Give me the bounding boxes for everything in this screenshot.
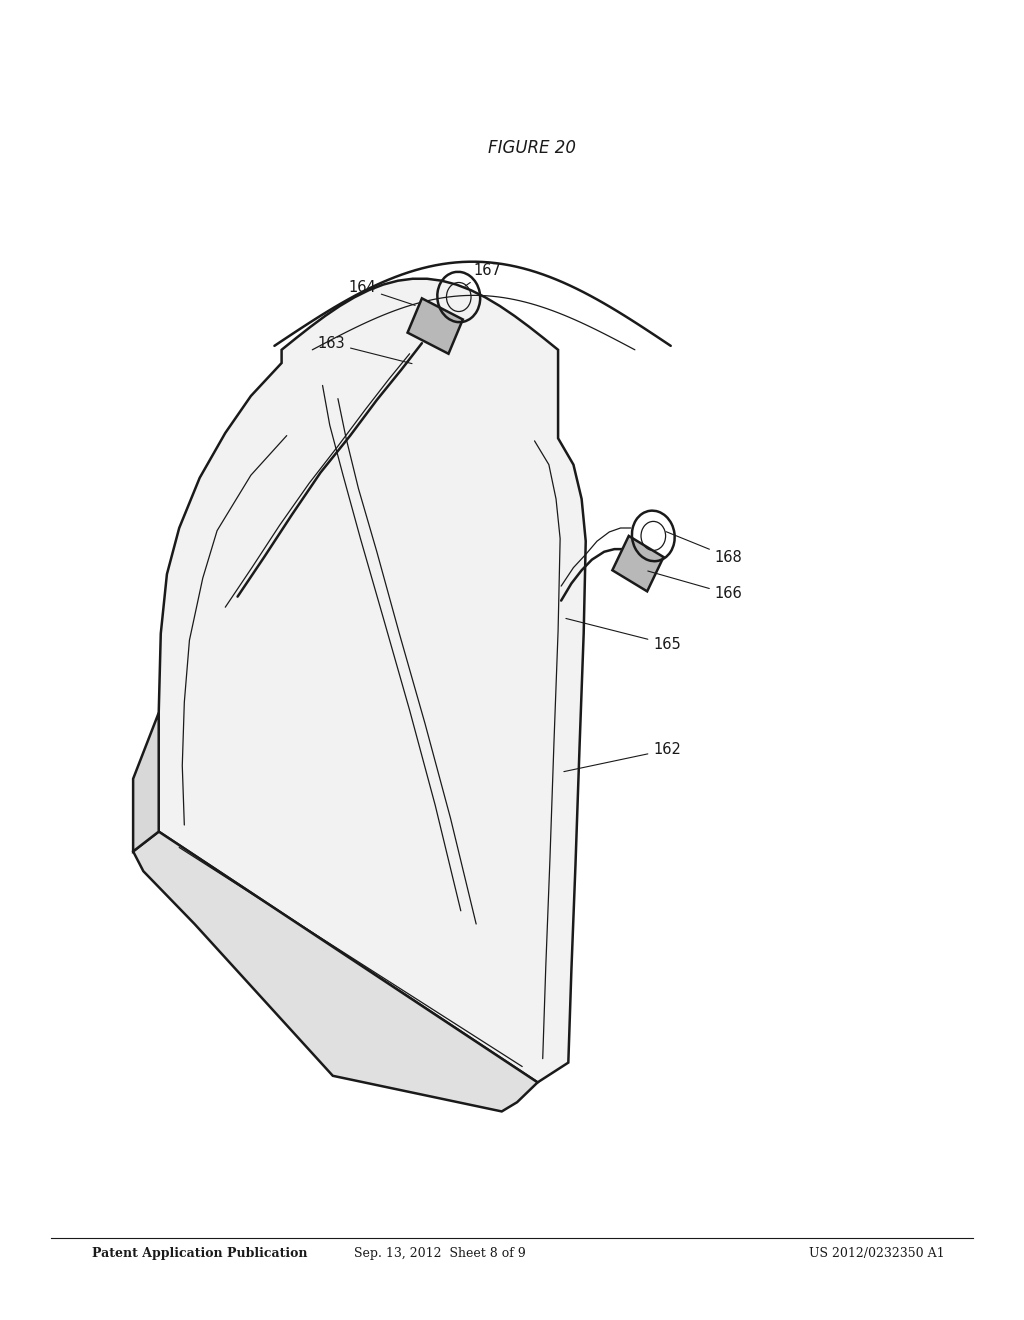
Text: 163: 163 [317,335,412,363]
Text: Sep. 13, 2012  Sheet 8 of 9: Sep. 13, 2012 Sheet 8 of 9 [354,1247,526,1261]
Polygon shape [159,279,586,1082]
Polygon shape [612,536,664,591]
Text: 162: 162 [564,742,681,772]
Text: 166: 166 [648,572,742,602]
Text: FIGURE 20: FIGURE 20 [488,139,577,157]
Text: 167: 167 [465,263,501,286]
Text: 164: 164 [348,280,415,305]
Polygon shape [133,713,159,851]
Polygon shape [408,298,463,354]
Polygon shape [133,832,538,1111]
Text: 168: 168 [667,532,742,565]
Text: 165: 165 [566,619,681,652]
Text: Patent Application Publication: Patent Application Publication [92,1247,307,1261]
Text: US 2012/0232350 A1: US 2012/0232350 A1 [809,1247,944,1261]
